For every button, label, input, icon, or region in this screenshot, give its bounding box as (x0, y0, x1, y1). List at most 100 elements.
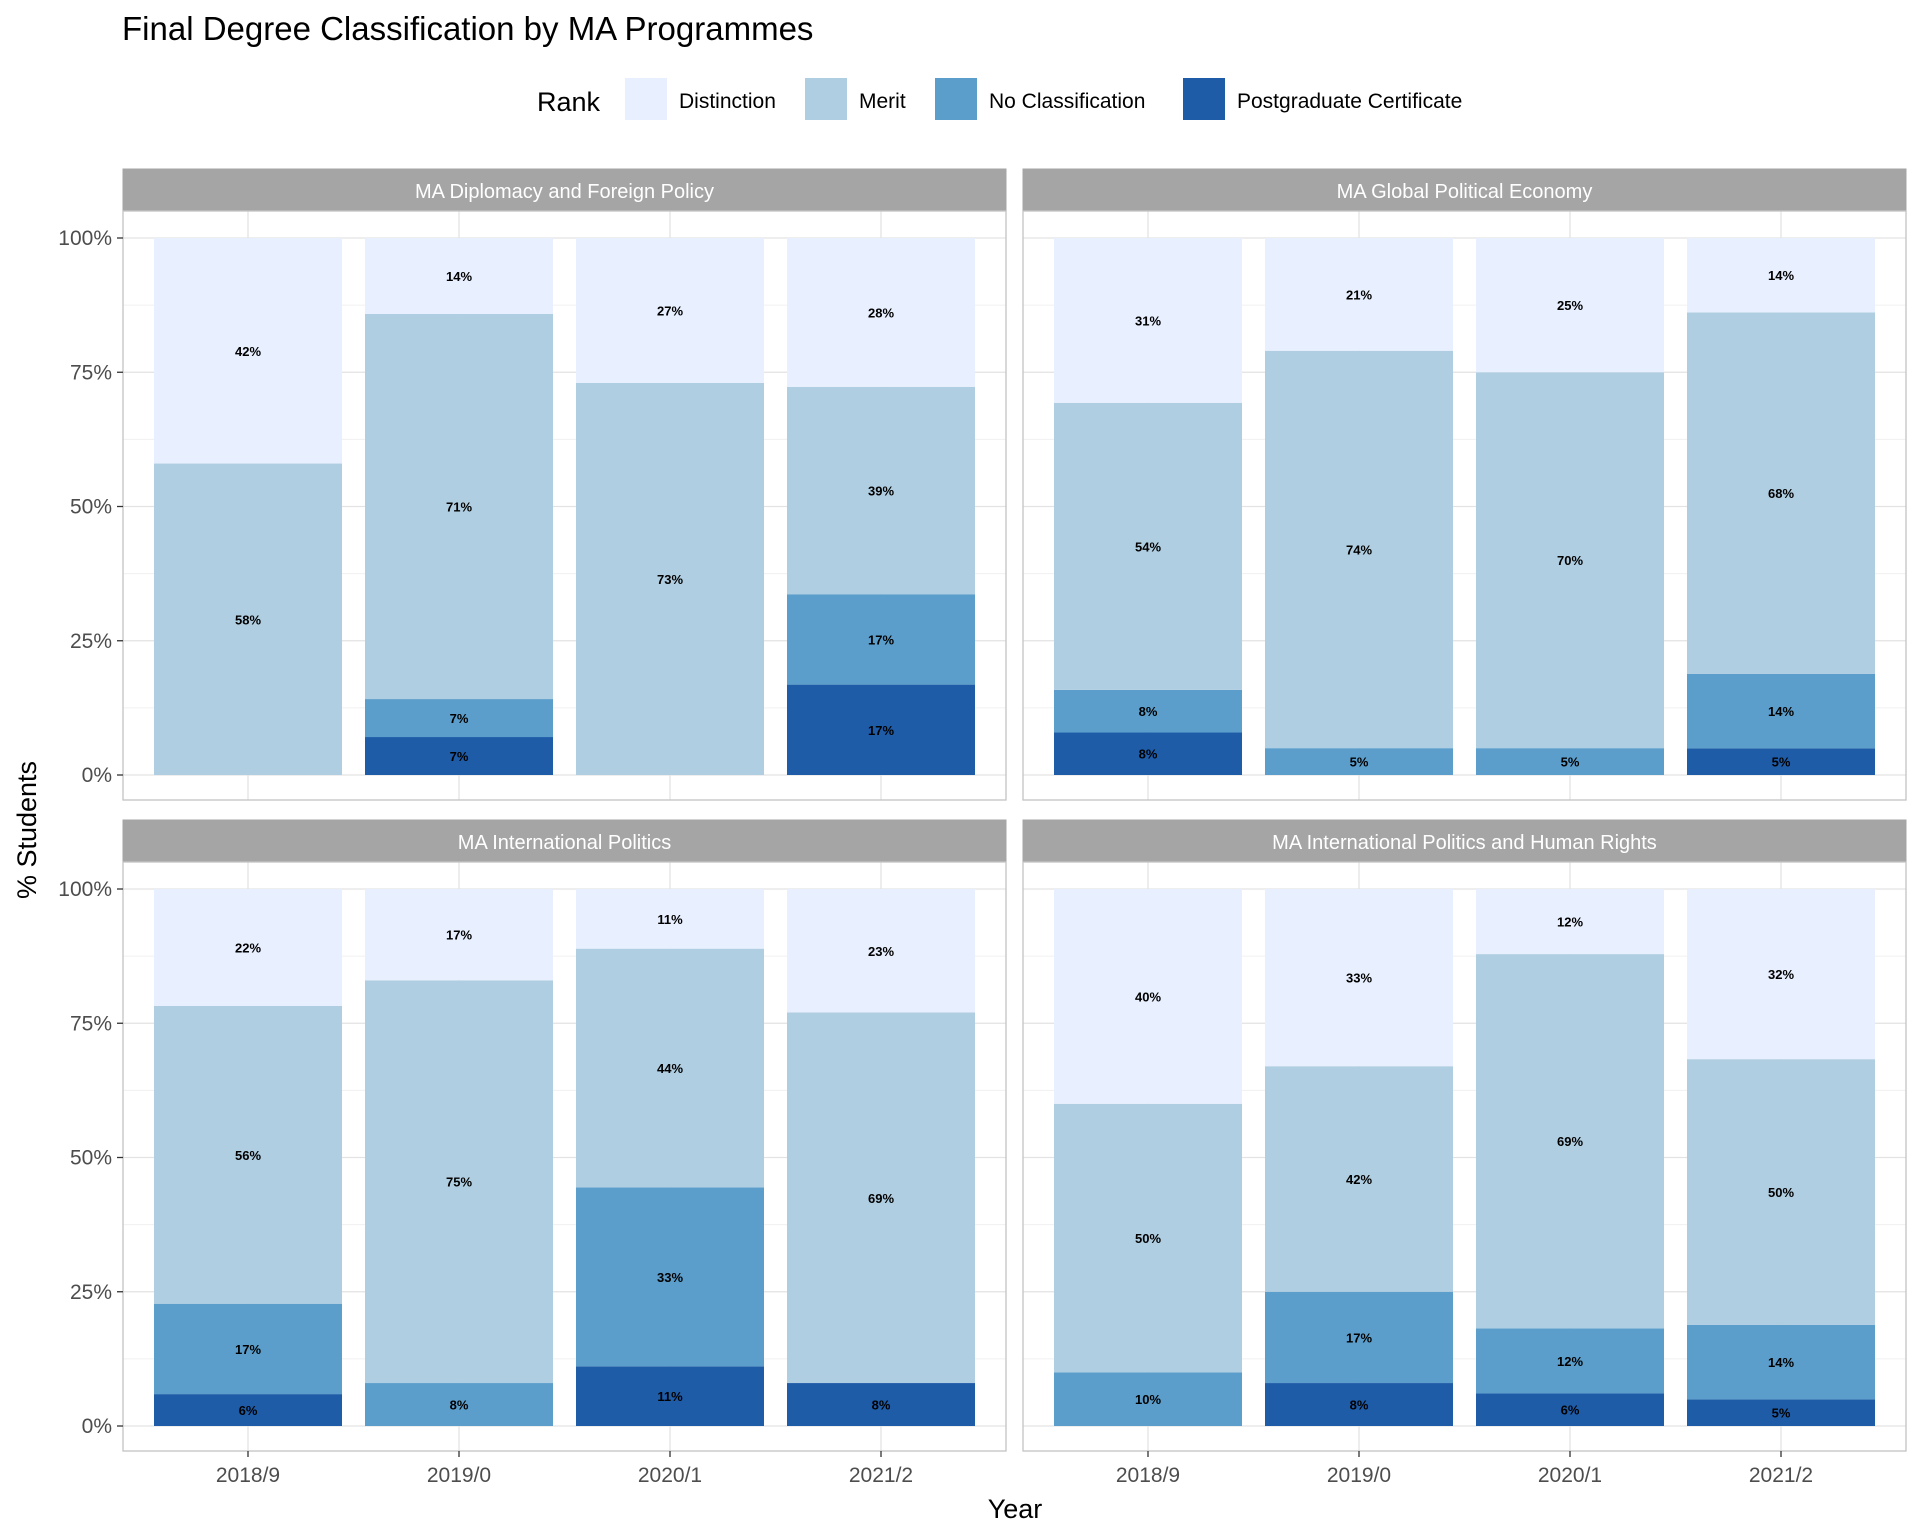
facet-strip (1022, 819, 1907, 863)
data-label: 28% (868, 305, 894, 320)
bar-segment-distinction (576, 889, 764, 949)
data-label: 8% (1350, 1398, 1369, 1413)
bar-segment-merit (1054, 402, 1242, 690)
bar-segment-postgraduate-certificate (576, 1366, 764, 1426)
y-tick-label: 100% (58, 227, 112, 250)
bar-segment-no-classification (154, 1303, 342, 1395)
data-label: 12% (1557, 915, 1583, 930)
bar-segment-distinction (1265, 889, 1453, 1067)
bar-segment-postgraduate-certificate (787, 684, 975, 775)
data-label: 68% (1768, 486, 1794, 501)
y-tick-label: 50% (70, 496, 112, 519)
legend-title: Rank (537, 87, 601, 117)
data-label: 75% (446, 1175, 472, 1190)
data-label: 50% (1135, 1231, 1161, 1246)
panel-ma-international-politics-and-human-rights: MA International Politics and Human Righ… (1022, 819, 1907, 1487)
x-tick-label: 2021/2 (849, 1464, 913, 1487)
facet-strip (122, 819, 1007, 863)
bar-segment-distinction (1054, 238, 1242, 403)
data-label: 12% (1557, 1354, 1583, 1369)
data-label: 58% (235, 612, 261, 627)
bar-segment-distinction (1476, 238, 1664, 373)
bar-segment-distinction (1265, 238, 1453, 351)
data-label: 23% (868, 944, 894, 959)
x-axis-title: Year (988, 1494, 1043, 1524)
bar-segment-no-classification (1265, 1291, 1453, 1384)
data-label: 21% (1346, 287, 1372, 302)
bar-segment-distinction (1476, 889, 1664, 955)
data-label: 14% (446, 269, 472, 284)
data-label: 7% (450, 749, 469, 764)
data-label: 27% (657, 303, 683, 318)
bar-segment-no-classification (1265, 748, 1453, 775)
data-label: 17% (868, 723, 894, 738)
legend-label-merit: Merit (859, 90, 906, 113)
data-label: 56% (235, 1148, 261, 1163)
data-label: 6% (239, 1403, 258, 1418)
legend-label-no-classification: No Classification (989, 90, 1145, 113)
data-label: 10% (1135, 1392, 1161, 1407)
bar-segment-no-classification (787, 594, 975, 685)
bar-segment-merit (365, 313, 553, 700)
bar-segment-no-classification (1687, 673, 1875, 749)
data-label: 14% (1768, 268, 1794, 283)
data-label: 25% (1557, 298, 1583, 313)
bar-segment-postgraduate-certificate (787, 1383, 975, 1426)
y-axis-title: % Students (12, 761, 42, 899)
data-label: 32% (1768, 967, 1794, 982)
bar-segment-no-classification (1054, 689, 1242, 733)
panel-ma-international-politics: MA International Politics 6% 17% 56% 22% 8% 75… (58, 819, 1007, 1487)
bar-segment-postgraduate-certificate (1265, 1383, 1453, 1426)
panel-ma-global-political-economy: MA Global Political Economy 8% 8% 54% 31% 5% 7… (1022, 168, 1907, 801)
y-tick-label: 50% (70, 1147, 112, 1170)
data-label: 17% (235, 1342, 261, 1357)
y-tick-label: 25% (70, 1281, 112, 1304)
bar-segment-merit (576, 948, 764, 1188)
bar-segment-postgraduate-certificate (1687, 748, 1875, 775)
data-label: 70% (1557, 553, 1583, 568)
bar-segment-no-classification (1054, 1372, 1242, 1426)
bar-segment-merit (365, 980, 553, 1384)
data-label: 69% (1557, 1134, 1583, 1149)
legend-swatch-distinction (625, 78, 667, 120)
data-label: 8% (1139, 747, 1158, 762)
data-label: 14% (1768, 704, 1794, 719)
data-label: 17% (1346, 1330, 1372, 1345)
bar-segment-distinction (365, 889, 553, 981)
legend: Rank Distinction Merit No Classification Po… (537, 78, 1462, 120)
bar-segment-distinction (154, 889, 342, 1006)
data-label: 11% (657, 912, 683, 927)
data-label: 44% (657, 1061, 683, 1076)
data-label: 17% (868, 632, 894, 647)
data-label: 5% (1350, 755, 1369, 770)
data-label: 69% (868, 1191, 894, 1206)
bar-segment-merit (576, 382, 764, 775)
facet-strip-label: MA Diplomacy and Foreign Policy (415, 181, 714, 203)
panel-border (122, 210, 1007, 801)
bar-segment-postgraduate-certificate (1687, 1399, 1875, 1426)
data-label: 54% (1135, 539, 1161, 554)
data-label: 50% (1768, 1185, 1794, 1200)
data-label: 22% (235, 940, 261, 955)
bar-segment-no-classification (1687, 1324, 1875, 1400)
x-tick-label: 2018/9 (216, 1464, 280, 1487)
legend-swatch-postgraduate-certificate (1183, 78, 1225, 120)
y-tick-label: 75% (70, 1012, 112, 1035)
facet-strip (1022, 168, 1907, 212)
bar-segment-no-classification (1476, 748, 1664, 775)
bar-segment-postgraduate-certificate (1476, 1393, 1664, 1426)
panel-border (122, 861, 1007, 1452)
y-tick-label: 25% (70, 630, 112, 653)
bar-segment-distinction (1687, 889, 1875, 1060)
data-label: 73% (657, 572, 683, 587)
panel-border (1022, 861, 1907, 1452)
data-label: 33% (1346, 971, 1372, 986)
data-label: 5% (1772, 1406, 1791, 1421)
bar-segment-merit (1687, 312, 1875, 674)
bar-segment-merit (1476, 954, 1664, 1329)
legend-label-postgraduate-certificate: Postgraduate Certificate (1237, 90, 1462, 113)
data-label: 17% (446, 928, 472, 943)
bar-segment-distinction (1054, 889, 1242, 1104)
data-label: 6% (1561, 1403, 1580, 1418)
